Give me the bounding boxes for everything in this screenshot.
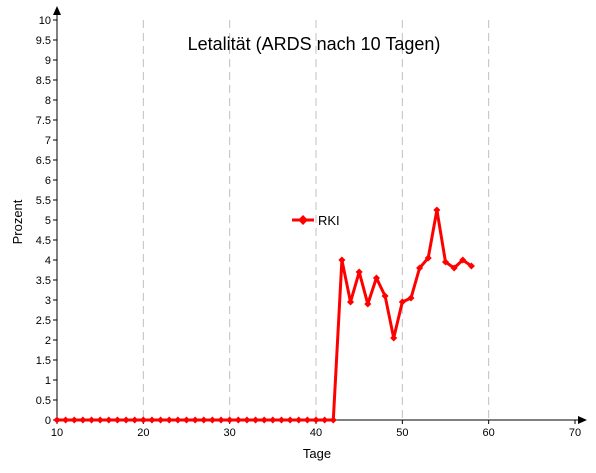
data-point — [416, 264, 424, 272]
data-point — [450, 264, 458, 272]
legend: RKI — [292, 213, 340, 228]
data-point — [226, 416, 234, 424]
y-tick-label: 8 — [45, 95, 51, 107]
data-point — [131, 416, 139, 424]
y-tick-label: 5.5 — [36, 195, 51, 207]
data-point — [208, 416, 216, 424]
data-point — [157, 416, 165, 424]
x-tick-label: 10 — [51, 427, 63, 439]
data-point — [252, 416, 260, 424]
data-point — [355, 268, 363, 276]
data-point — [243, 416, 251, 424]
y-tick-label: 7.5 — [36, 115, 51, 127]
data-point — [191, 416, 199, 424]
y-tick-label: 10 — [39, 15, 51, 27]
data-point — [260, 416, 268, 424]
y-tick-label: 4 — [45, 255, 51, 267]
data-point — [79, 416, 87, 424]
y-tick-label: 6.5 — [36, 155, 51, 167]
x-tick-label: 30 — [224, 427, 236, 439]
y-tick-label: 0.5 — [36, 395, 51, 407]
x-tick-label: 60 — [483, 427, 495, 439]
data-point — [372, 274, 380, 282]
data-point — [459, 256, 467, 264]
data-point — [303, 416, 311, 424]
data-point — [346, 298, 355, 306]
data-point — [96, 416, 104, 424]
y-tick-label: 1.5 — [36, 355, 51, 367]
data-point — [217, 416, 225, 424]
y-tick-label: 9.5 — [36, 35, 51, 47]
y-tick-label: 6 — [45, 175, 51, 187]
data-point — [200, 416, 208, 424]
data-point — [53, 416, 61, 424]
grid-lines — [142, 20, 490, 420]
x-axis-title: Tage — [303, 446, 331, 461]
x-tick-label: 50 — [396, 427, 408, 439]
series-group — [53, 206, 475, 424]
y-tick-label: 2 — [45, 335, 51, 347]
data-point — [407, 294, 415, 302]
series-line-0 — [57, 208, 473, 422]
data-point — [122, 416, 130, 424]
data-point — [295, 416, 303, 424]
data-point — [364, 300, 372, 308]
y-tick-label: 9 — [45, 55, 51, 67]
data-point — [87, 416, 96, 424]
x-tick-label: 20 — [137, 427, 149, 439]
data-point — [286, 416, 294, 424]
data-point — [70, 416, 78, 424]
data-point — [174, 416, 182, 424]
data-point — [182, 416, 191, 424]
data-point — [441, 258, 450, 266]
y-tick-label: 3.5 — [36, 275, 51, 287]
chart-title: Letalität (ARDS nach 10 Tagen) — [188, 34, 441, 54]
y-tick-label: 3 — [45, 295, 51, 307]
x-tick-labels: 10 20 30 40 50 60 70 — [51, 427, 581, 439]
data-point — [338, 256, 346, 264]
data-point — [62, 416, 70, 424]
y-axis-arrow — [53, 6, 61, 15]
data-point — [390, 334, 398, 342]
data-point — [329, 416, 337, 424]
legend-swatch-marker — [298, 215, 308, 225]
data-point — [321, 416, 329, 424]
data-point — [277, 416, 286, 424]
data-point — [139, 416, 147, 424]
data-point — [269, 416, 277, 424]
data-point — [467, 262, 475, 270]
y-tick-label: 1 — [45, 375, 51, 387]
y-tick-label: 8.5 — [36, 75, 51, 87]
y-tick-label: 2.5 — [36, 315, 51, 327]
y-tick-labels: 0 0.5 1 1.5 2 2.5 3 3.5 4 4.5 5 5.5 6 6.5 7 7.5 8 8.5 9 9.5… — [36, 15, 51, 427]
data-point — [105, 416, 113, 424]
x-tick-label: 70 — [569, 427, 581, 439]
data-point — [148, 416, 156, 424]
legend-label: RKI — [318, 213, 340, 228]
y-tick-label: 4.5 — [36, 235, 51, 247]
data-point — [165, 416, 173, 424]
x-axis-arrow — [578, 416, 587, 424]
x-tick-label: 40 — [310, 427, 322, 439]
data-point — [113, 416, 121, 424]
y-tick-label: 7 — [45, 135, 51, 147]
data-point — [433, 206, 441, 214]
data-point — [424, 254, 432, 262]
y-tick-label: 5 — [45, 215, 51, 227]
data-point — [312, 416, 320, 424]
data-point — [398, 298, 406, 306]
y-axis-title: Prozent — [10, 199, 25, 244]
data-point — [234, 416, 242, 424]
data-point — [381, 292, 389, 300]
y-tick-label: 0 — [45, 415, 51, 427]
